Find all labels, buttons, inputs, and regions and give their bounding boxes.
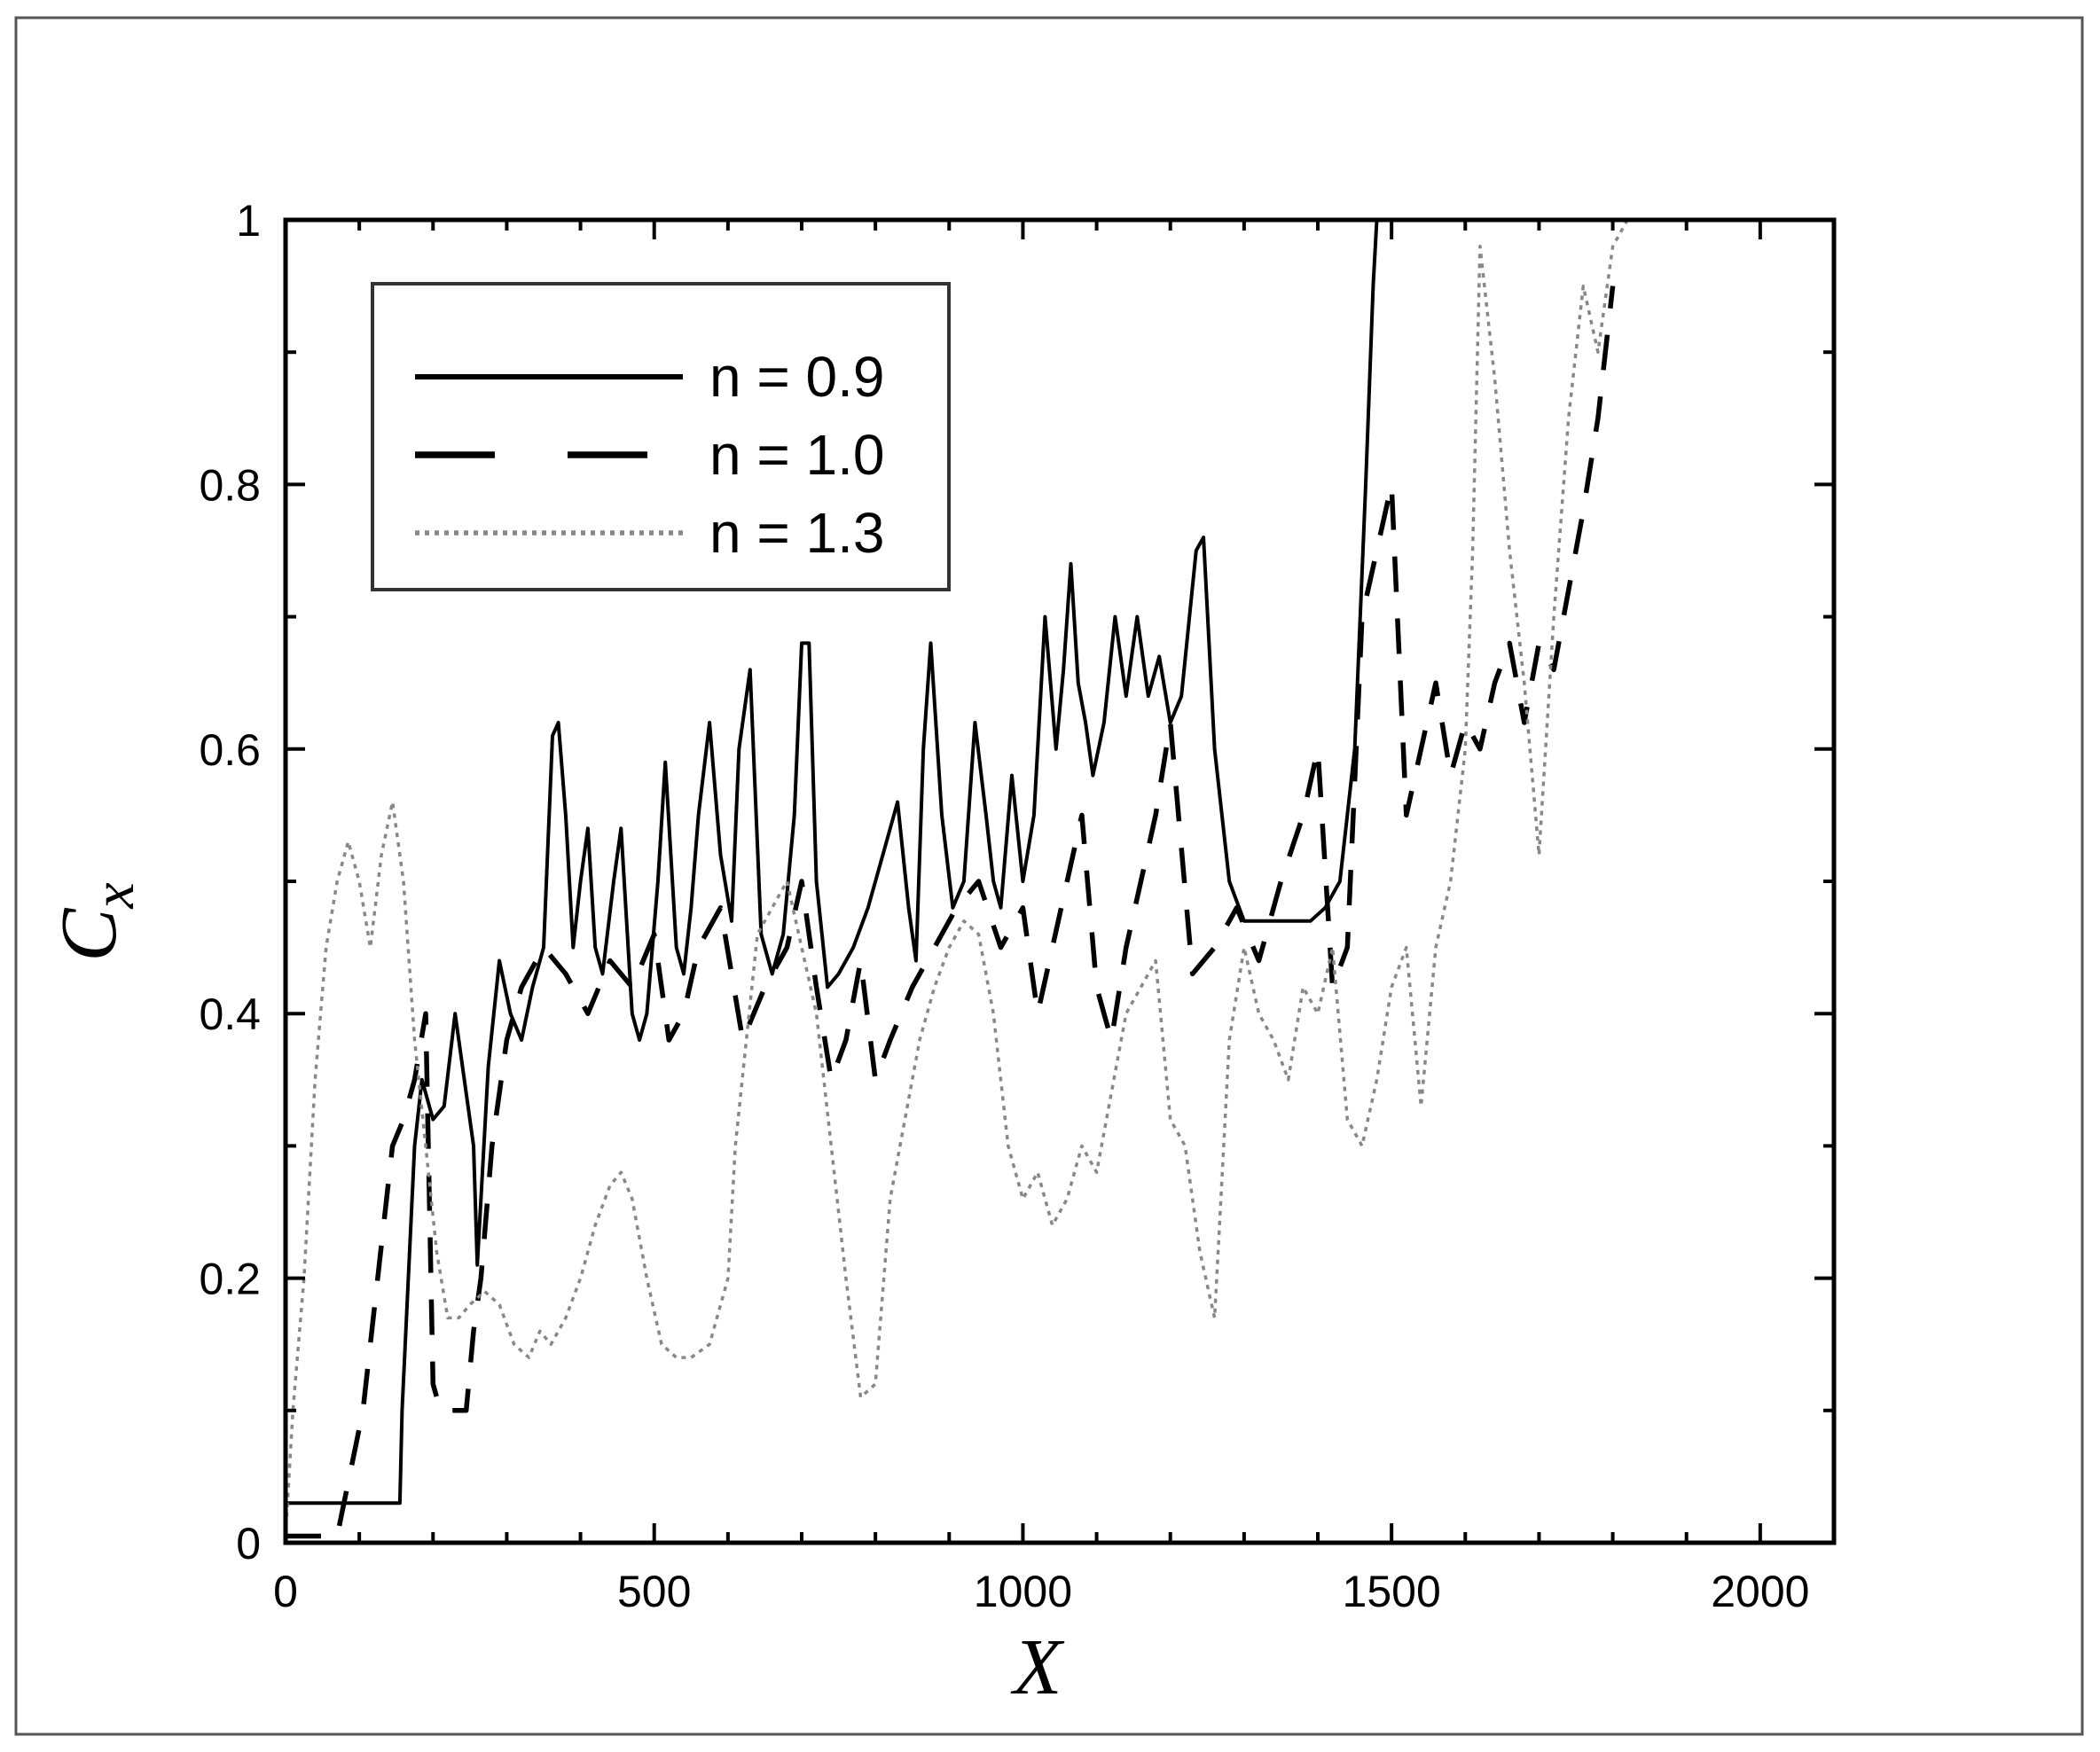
series-line-2 bbox=[286, 285, 1616, 1539]
series-line-1 bbox=[286, 219, 1379, 1506]
x-tick-label: 0 bbox=[273, 1567, 298, 1616]
y-axis-label: Cx bbox=[45, 882, 146, 961]
x-tick-label: 1500 bbox=[1343, 1567, 1441, 1616]
y-tick-label: 0.8 bbox=[199, 460, 261, 510]
legend-label-1: n = 0.9 bbox=[709, 345, 885, 409]
x-tick-label: 1000 bbox=[974, 1567, 1072, 1616]
y-tick-label: 0.4 bbox=[199, 989, 261, 1039]
figure-frame bbox=[14, 16, 2084, 1736]
series-line-3 bbox=[284, 219, 1629, 1537]
legend-label-2: n = 1.0 bbox=[709, 423, 885, 487]
y-tick-label: 0 bbox=[236, 1519, 261, 1568]
y-axis-label-main: C bbox=[45, 908, 133, 962]
legend-box bbox=[371, 282, 951, 591]
y-tick-label: 0.2 bbox=[199, 1255, 261, 1304]
x-tick-label: 2000 bbox=[1711, 1567, 1809, 1616]
series-layer bbox=[284, 219, 1629, 1539]
legend-label-3: n = 1.3 bbox=[709, 501, 885, 565]
x-axis-ticks: 0 500 1000 1500 2000 bbox=[273, 220, 1809, 1616]
y-axis-label-subscript: x bbox=[82, 882, 146, 909]
y-tick-label: 1 bbox=[236, 196, 261, 246]
y-tick-label: 0.6 bbox=[199, 725, 261, 775]
x-axis-label: X bbox=[1011, 1623, 1065, 1711]
y-axis-ticks: 0 0.2 0.4 0.6 0.8 1 bbox=[199, 196, 1834, 1568]
legend: n = 0.9 n = 1.0 n = 1.3 bbox=[371, 282, 951, 591]
x-tick-label: 500 bbox=[617, 1567, 691, 1616]
